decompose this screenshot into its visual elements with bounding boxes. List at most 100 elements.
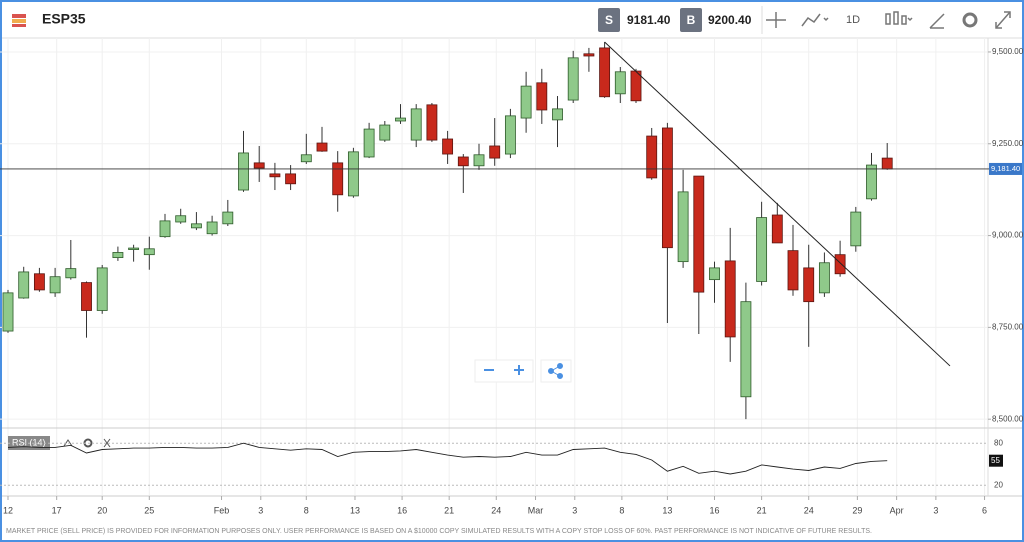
x-tick-label: 13 [662, 505, 672, 515]
share-button[interactable] [548, 363, 563, 379]
x-tick-label: 6 [982, 505, 987, 515]
x-tick-label: 20 [97, 505, 107, 515]
candle-body [818, 262, 830, 294]
candle-body [49, 276, 61, 294]
candle-body [756, 217, 768, 282]
candle-body [614, 71, 626, 95]
candle-body [238, 152, 249, 191]
chart-type-button[interactable] [801, 13, 829, 27]
sell-label: S [605, 13, 613, 27]
y-tick-label: 8,500.00 [992, 414, 1024, 423]
candle-body [128, 247, 140, 250]
candle-body [426, 104, 438, 141]
rsi-value-label: 55 [991, 456, 1000, 465]
current-price-tag [989, 162, 1022, 175]
candle-body [190, 223, 202, 229]
candle-body [661, 127, 673, 249]
zoom-in-button[interactable] [514, 365, 524, 375]
candle-body [96, 267, 108, 311]
candle-body [253, 162, 265, 169]
candle-body [112, 252, 124, 259]
candle-body [300, 154, 312, 163]
crosshair-button[interactable] [766, 12, 786, 28]
y-tick-label: 9,500.00 [992, 47, 1024, 56]
x-tick-label: 3 [258, 505, 263, 515]
x-tick-label: 16 [397, 505, 407, 515]
x-tick-label: 29 [852, 505, 862, 515]
candle-body [143, 248, 155, 256]
buy-badge[interactable] [680, 8, 702, 32]
candle-body [504, 115, 516, 155]
disclaimer: MARKET PRICE (SELL PRICE) IS PROVIDED FO… [6, 528, 872, 535]
candle-body [395, 117, 406, 122]
candle-style-button[interactable] [885, 11, 913, 25]
candle-body [332, 162, 344, 196]
x-tick-label: 8 [304, 505, 309, 515]
sell-price: 9181.40 [627, 13, 671, 27]
y-tick-label: 9,250.00 [992, 139, 1024, 148]
x-tick-label: 25 [144, 505, 154, 515]
candle-body [347, 151, 359, 197]
x-tick-label: 21 [444, 505, 454, 515]
x-tick-label: 3 [933, 505, 938, 515]
x-tick-label: 12 [3, 505, 13, 515]
expand-button[interactable] [995, 11, 1011, 29]
x-tick-label: 8 [619, 505, 624, 515]
candle-body [175, 215, 187, 223]
candle-body [724, 260, 736, 338]
candle-body [567, 57, 579, 101]
candle-body [646, 135, 658, 179]
x-tick-label: 24 [804, 505, 814, 515]
x-tick-label: 13 [350, 505, 360, 515]
candle-body [269, 173, 281, 178]
candle-body [850, 211, 862, 247]
current-price-label: 9,181.40 [991, 164, 1020, 173]
candle-body [473, 154, 485, 167]
x-tick-label: 21 [757, 505, 767, 515]
candle-body [552, 108, 563, 121]
rsi-value-tag [989, 454, 1003, 467]
settings-button[interactable] [962, 12, 978, 28]
candle-body [379, 124, 391, 141]
x-tick-label: Apr [890, 505, 904, 515]
candle-body [834, 254, 846, 275]
y-tick-label: 8,750.00 [992, 322, 1024, 331]
candle-body [599, 47, 611, 98]
candle-body [489, 145, 501, 159]
candle-body [457, 156, 469, 167]
timeframe[interactable]: 1D [846, 14, 860, 26]
x-tick-label: Mar [528, 505, 544, 515]
candle-body [693, 175, 705, 293]
candle-body [583, 53, 595, 57]
candle-body [771, 214, 783, 244]
candle-body [18, 271, 30, 299]
candle-body [677, 191, 689, 263]
rsi-tick-label: 20 [994, 480, 1003, 489]
x-tick-label: 3 [572, 505, 577, 515]
candle-body [866, 164, 877, 200]
trendline [604, 41, 951, 367]
x-tick-label: 17 [52, 505, 62, 515]
logo [12, 14, 26, 27]
draw-button[interactable] [929, 13, 945, 29]
candle-body [787, 250, 799, 291]
y-tick-label: 9,000.00 [992, 231, 1024, 240]
sell-badge[interactable] [598, 8, 620, 32]
candle-body [316, 142, 328, 152]
rsi-legend: RSI (14) [12, 437, 46, 447]
candle-body [363, 128, 375, 158]
candle-body [536, 82, 548, 111]
candle-body [709, 267, 720, 281]
rsi-line [7, 442, 888, 475]
x-tick-label: 24 [491, 505, 501, 515]
buy-price: 9200.40 [708, 13, 752, 27]
candle-body [33, 273, 45, 291]
candle-body [442, 138, 454, 155]
candle-body [740, 301, 752, 398]
candle-body [65, 268, 77, 279]
x-tick-label: 16 [709, 505, 719, 515]
symbol: ESP35 [42, 11, 86, 27]
candle-body [2, 292, 14, 332]
